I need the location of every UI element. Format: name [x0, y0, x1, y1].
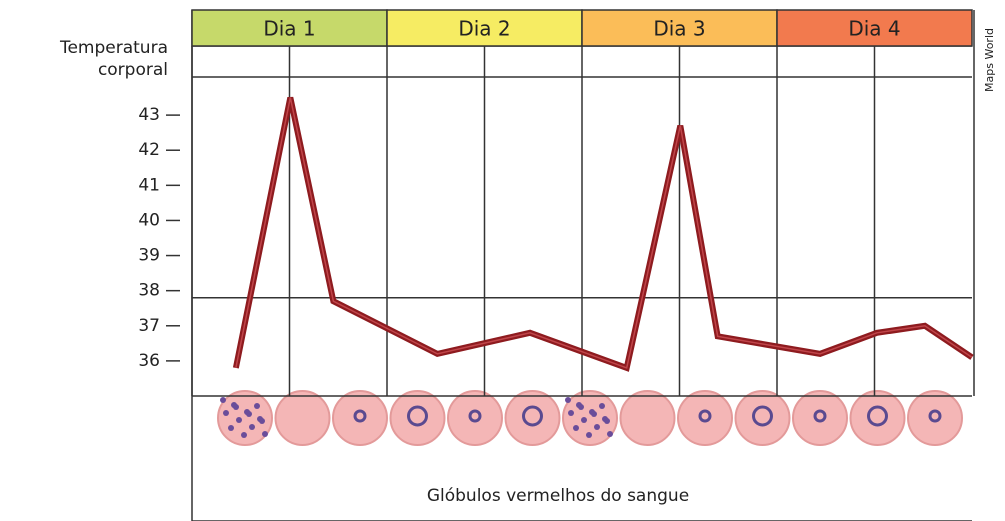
- parasite: [244, 409, 250, 415]
- parasite: [249, 424, 255, 430]
- parasite: [602, 416, 608, 422]
- y-tick-label: 37: [138, 316, 160, 336]
- blood-cell: [448, 391, 502, 445]
- y-tick-label: 43: [138, 105, 160, 125]
- y-tick-label: 39: [138, 246, 160, 266]
- y-tick-label: 42: [138, 140, 160, 160]
- y-tick-label: 41: [138, 175, 160, 195]
- blood-cell: [736, 391, 790, 445]
- x-axis-label: Glóbulos vermelhos do sangue: [427, 486, 689, 506]
- blood-cell: [506, 391, 560, 445]
- parasite: [573, 425, 579, 431]
- blood-cell: [793, 391, 847, 445]
- day-label: Dia 4: [848, 17, 900, 41]
- blood-cell: [908, 391, 962, 445]
- parasite: [607, 431, 613, 437]
- blood-cell: [621, 391, 675, 445]
- credit: Maps World: [983, 28, 996, 92]
- parasite: [568, 410, 574, 416]
- parasite: [231, 402, 237, 408]
- blood-cell: [851, 391, 905, 445]
- y-tick-label: 36: [138, 351, 160, 371]
- parasite: [228, 425, 234, 431]
- chart: Temperatura corporal Glóbulos vermelhos …: [0, 0, 1005, 521]
- parasite: [257, 416, 263, 422]
- blood-cell: [391, 391, 445, 445]
- parasite: [599, 403, 605, 409]
- parasite: [565, 397, 571, 403]
- blood-cells: [218, 391, 962, 445]
- parasite: [586, 432, 592, 438]
- parasite: [581, 417, 587, 423]
- y-axis-label: Temperatura: [59, 38, 168, 58]
- y-axis-label: corporal: [98, 60, 168, 80]
- parasite: [254, 403, 260, 409]
- parasite: [576, 402, 582, 408]
- day-label: Dia 1: [263, 17, 315, 41]
- parasite: [241, 432, 247, 438]
- parasite: [236, 417, 242, 423]
- y-tick-label: 38: [138, 281, 160, 301]
- temperature-line-highlight: [236, 98, 972, 368]
- day-label: Dia 3: [653, 17, 705, 41]
- y-tick-label: 40: [138, 210, 160, 230]
- parasite: [589, 409, 595, 415]
- temperature-line: [236, 98, 972, 368]
- parasite: [223, 410, 229, 416]
- blood-cell: [333, 391, 387, 445]
- blood-cell: [678, 391, 732, 445]
- day-label: Dia 2: [458, 17, 510, 41]
- parasite: [262, 431, 268, 437]
- parasite: [594, 424, 600, 430]
- parasite: [220, 397, 226, 403]
- blood-cell: [276, 391, 330, 445]
